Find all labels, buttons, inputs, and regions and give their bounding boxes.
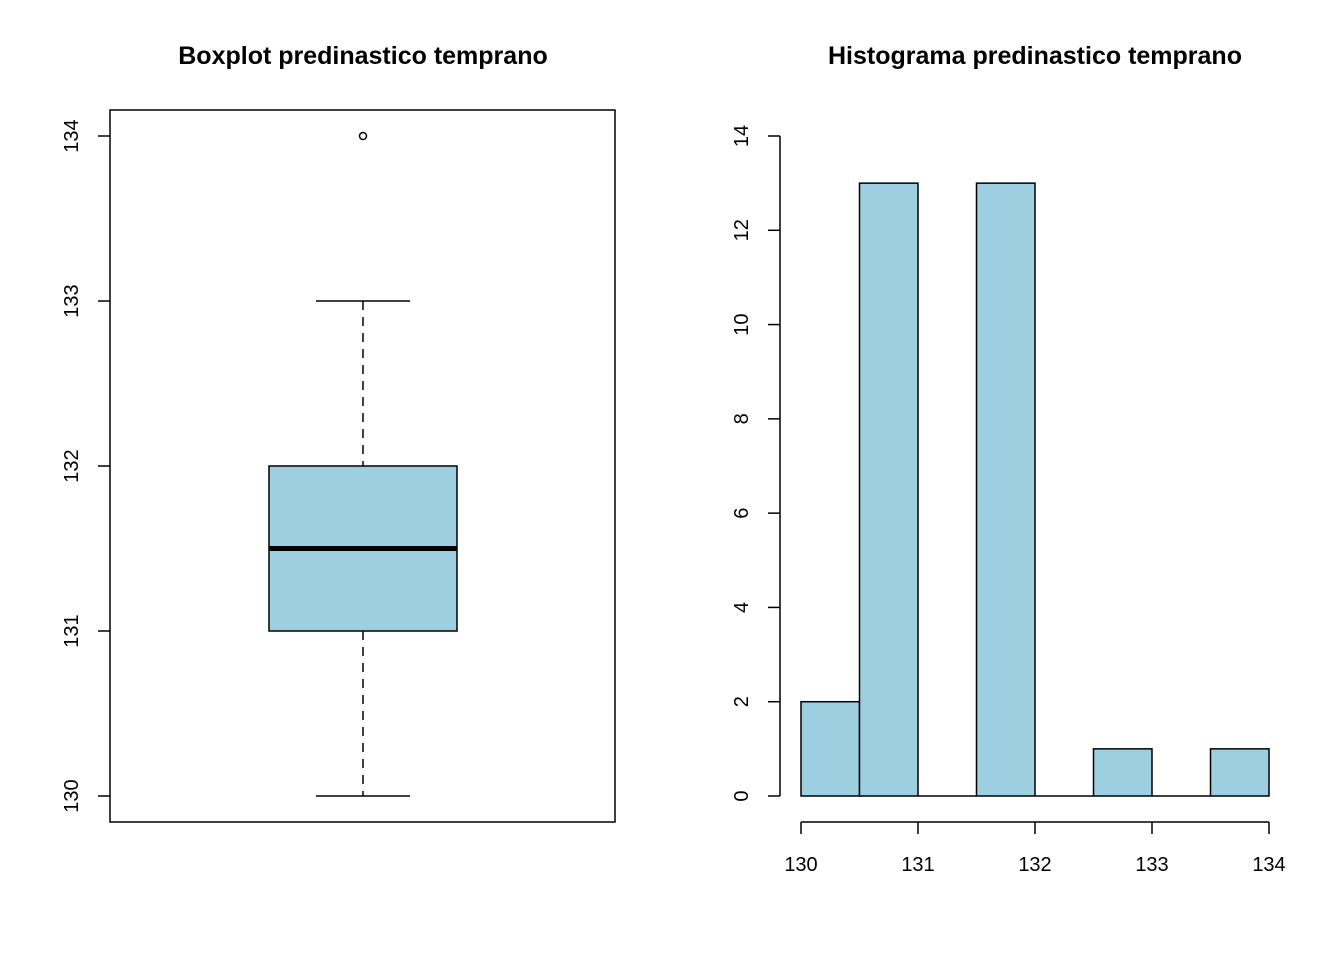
- histogram-plot-area: 0 2 4 6 8 10 12 14 130 131 132 133 134: [731, 125, 1286, 876]
- y-tick-label: 6: [731, 508, 753, 519]
- y-tick-label: 0: [731, 790, 753, 801]
- y-tick-label: 134: [61, 119, 83, 152]
- y-tick-label: 132: [61, 449, 83, 482]
- y-tick-label: 14: [731, 125, 753, 147]
- y-tick-label: 8: [731, 413, 753, 424]
- boxplot-panel: Boxplot predinastico temprano 1301311321…: [61, 42, 616, 823]
- y-tick-label: 131: [61, 614, 83, 647]
- histogram-panel: Histograma predinastico temprano 0 2 4 6 8 10…: [731, 42, 1286, 876]
- x-tick-label: 133: [1135, 854, 1168, 876]
- y-tick-label: 4: [731, 602, 753, 613]
- x-tick-label: 130: [784, 854, 817, 876]
- outlier-point: [358, 131, 368, 141]
- x-tick-label: 134: [1252, 854, 1285, 876]
- histogram-title: Histograma predinastico temprano: [828, 42, 1242, 70]
- histogram-bar: [975, 182, 1036, 797]
- y-tick-label: 133: [61, 284, 83, 317]
- histogram-bar: [858, 182, 919, 797]
- histogram-bar: [1209, 748, 1270, 797]
- y-tick-label: 10: [731, 313, 753, 335]
- x-tick-label: 132: [1018, 854, 1051, 876]
- histogram-bar: [800, 700, 861, 797]
- boxplot-title: Boxplot predinastico temprano: [178, 42, 547, 70]
- y-tick-label: 2: [731, 696, 753, 707]
- x-tick-label: 131: [901, 854, 934, 876]
- y-tick-label: 12: [731, 219, 753, 241]
- histogram-bar: [1092, 748, 1153, 797]
- y-tick-label: 130: [61, 779, 83, 812]
- boxplot-plot-area: 130 131 132 133 134: [61, 109, 616, 823]
